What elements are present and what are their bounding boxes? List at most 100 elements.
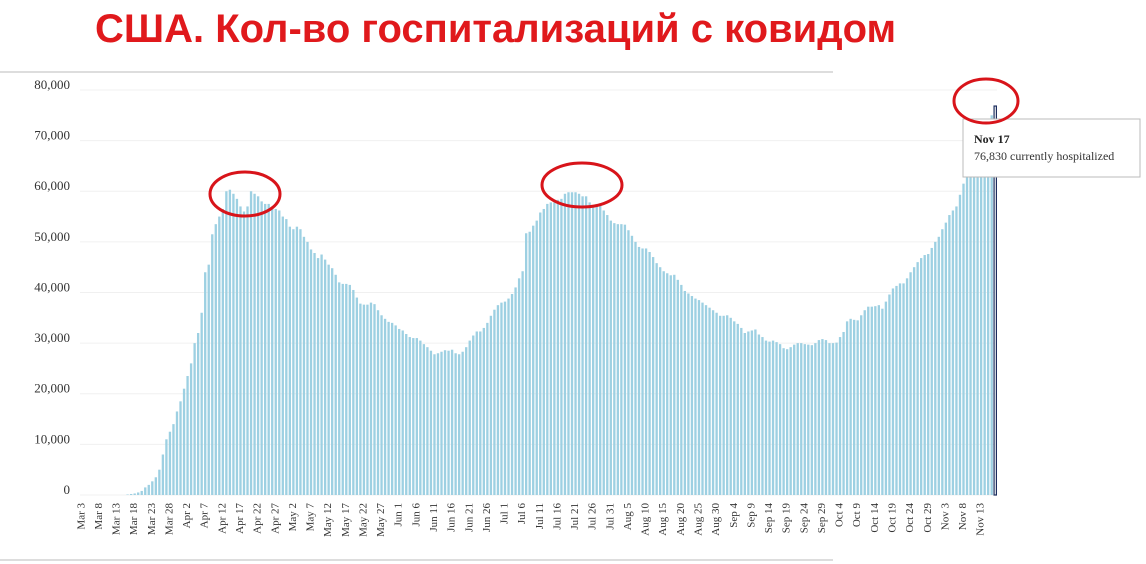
bar bbox=[436, 353, 440, 495]
x-tick-label: Jun 11 bbox=[428, 503, 440, 532]
bar bbox=[814, 343, 817, 495]
bar bbox=[256, 196, 260, 495]
bar bbox=[736, 323, 739, 495]
bar bbox=[189, 363, 193, 495]
bar bbox=[740, 327, 743, 495]
y-tick-label: 0 bbox=[64, 482, 71, 497]
bar bbox=[634, 241, 637, 495]
bar bbox=[214, 224, 217, 495]
bar bbox=[874, 306, 877, 495]
bar bbox=[662, 271, 665, 495]
bar bbox=[641, 248, 644, 495]
bar bbox=[701, 302, 704, 495]
bar bbox=[838, 337, 842, 495]
bar bbox=[260, 201, 263, 495]
x-tick-label: Jul 16 bbox=[551, 503, 563, 530]
bar bbox=[722, 315, 725, 495]
x-tick-label: Mar 13 bbox=[111, 503, 123, 536]
x-tick-label: Oct 24 bbox=[904, 503, 916, 533]
bar bbox=[680, 284, 683, 495]
bar bbox=[355, 297, 359, 495]
bar bbox=[147, 484, 150, 495]
bar bbox=[196, 333, 200, 495]
x-tick-label: Jul 1 bbox=[499, 503, 511, 524]
x-tick-label: Sep 24 bbox=[798, 503, 810, 534]
bar bbox=[694, 298, 697, 495]
bar bbox=[323, 259, 327, 495]
bar bbox=[225, 191, 228, 495]
bar bbox=[500, 302, 503, 495]
bar bbox=[503, 301, 507, 495]
bar bbox=[602, 210, 605, 496]
bar bbox=[193, 343, 196, 495]
x-tick-label: Apr 17 bbox=[234, 503, 246, 534]
bar bbox=[334, 274, 337, 495]
x-tick-label: Aug 30 bbox=[710, 503, 722, 536]
bar bbox=[415, 338, 418, 495]
bar bbox=[754, 329, 757, 495]
bar bbox=[606, 215, 609, 495]
x-tick-label: May 2 bbox=[287, 503, 299, 531]
bar bbox=[842, 331, 845, 495]
x-tick-label: Nov 13 bbox=[975, 503, 987, 536]
bar bbox=[867, 306, 870, 495]
bar bbox=[923, 255, 926, 495]
x-tick-label: Aug 20 bbox=[675, 503, 687, 536]
bar bbox=[835, 342, 838, 495]
bar bbox=[429, 350, 433, 495]
bar bbox=[447, 350, 450, 495]
bar bbox=[704, 305, 708, 495]
bar bbox=[965, 177, 969, 495]
bar bbox=[860, 315, 863, 495]
bar bbox=[905, 278, 909, 495]
bar bbox=[532, 225, 535, 496]
x-tick-label: Jun 26 bbox=[481, 503, 493, 533]
x-tick-label: Jul 11 bbox=[534, 503, 546, 529]
bar bbox=[306, 241, 309, 495]
bar bbox=[200, 312, 203, 495]
x-tick-label: Mar 8 bbox=[93, 503, 105, 530]
bar bbox=[514, 287, 517, 495]
bar bbox=[204, 272, 207, 495]
bar bbox=[320, 254, 323, 495]
bar bbox=[373, 304, 376, 495]
bar bbox=[450, 349, 454, 495]
bar bbox=[856, 320, 859, 495]
bar bbox=[902, 283, 905, 495]
bar bbox=[246, 206, 249, 495]
bar bbox=[443, 350, 447, 495]
bar bbox=[637, 246, 641, 495]
bar bbox=[807, 344, 810, 495]
bar bbox=[295, 226, 299, 495]
bar bbox=[782, 348, 785, 495]
y-tick-label: 30,000 bbox=[34, 330, 70, 345]
y-tick-label: 40,000 bbox=[34, 279, 70, 294]
bar bbox=[387, 321, 390, 495]
y-tick-label: 70,000 bbox=[34, 128, 70, 143]
annotations bbox=[208, 77, 1020, 218]
bar bbox=[517, 278, 521, 495]
bar bbox=[309, 249, 313, 495]
y-tick-label: 50,000 bbox=[34, 229, 70, 244]
x-tick-label: May 22 bbox=[357, 503, 369, 537]
x-tick-label: Jul 26 bbox=[587, 503, 599, 530]
bar bbox=[133, 493, 136, 495]
bar bbox=[778, 344, 782, 495]
bar bbox=[186, 376, 189, 495]
bar bbox=[888, 294, 891, 495]
bar bbox=[524, 233, 528, 496]
bar bbox=[211, 234, 214, 495]
bar bbox=[831, 343, 835, 495]
bar bbox=[556, 199, 560, 495]
bar bbox=[570, 192, 574, 495]
x-tick-label: May 7 bbox=[305, 503, 317, 532]
bar bbox=[711, 310, 715, 495]
x-tick-label: Aug 25 bbox=[693, 503, 705, 536]
x-tick-label: Mar 3 bbox=[75, 503, 87, 530]
bar bbox=[687, 293, 690, 495]
bar bbox=[800, 343, 803, 495]
bar bbox=[313, 253, 316, 495]
bar bbox=[920, 258, 923, 495]
bar bbox=[281, 216, 284, 495]
bar bbox=[553, 202, 556, 495]
